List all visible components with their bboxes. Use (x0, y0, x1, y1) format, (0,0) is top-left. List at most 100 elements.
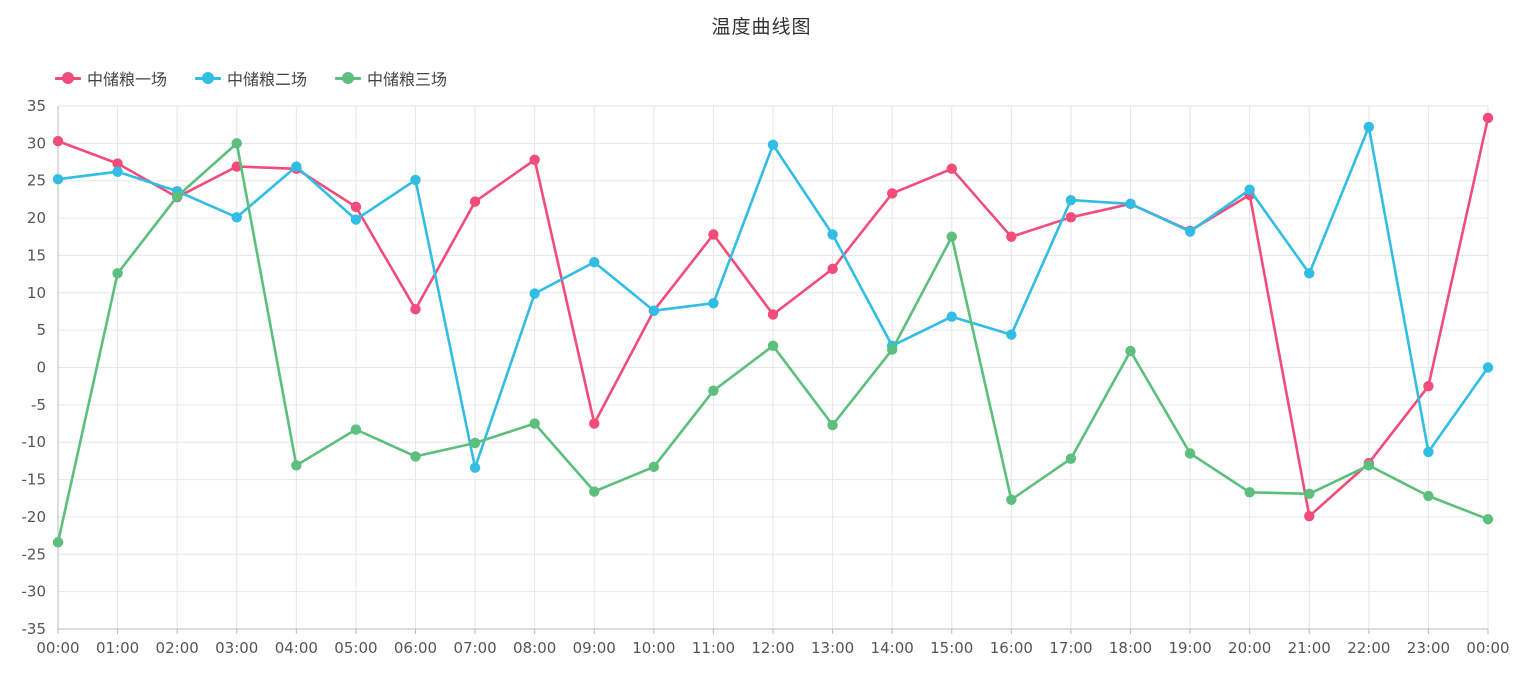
x-tick-label: 03:00 (215, 639, 258, 657)
data-point[interactable] (946, 163, 957, 174)
data-point[interactable] (1304, 488, 1315, 499)
data-point[interactable] (708, 385, 719, 396)
data-point[interactable] (708, 298, 719, 309)
data-point[interactable] (1065, 453, 1077, 464)
data-point[interactable] (1363, 121, 1375, 133)
data-point[interactable] (529, 288, 540, 299)
data-point[interactable] (708, 229, 719, 240)
data-point[interactable] (350, 214, 362, 225)
data-point[interactable] (350, 424, 362, 435)
legend-dot-1 (62, 72, 74, 84)
data-point[interactable] (529, 154, 540, 165)
legend-item-series-2[interactable]: 中储粮二场 (195, 66, 307, 90)
data-point[interactable] (1423, 380, 1434, 392)
data-point[interactable] (231, 212, 242, 223)
y-tick-label: -15 (22, 471, 47, 489)
x-tick-label: 23:00 (1407, 639, 1450, 657)
data-point[interactable] (1244, 487, 1255, 498)
y-tick-label: 35 (27, 97, 46, 115)
y-tick-label: 5 (36, 321, 46, 339)
data-point[interactable] (410, 174, 421, 186)
y-tick-label: 30 (27, 134, 46, 152)
y-tick-label: -35 (22, 620, 47, 638)
data-point[interactable] (291, 460, 302, 471)
data-point[interactable] (410, 304, 421, 315)
legend-dot-3 (342, 72, 355, 84)
y-tick-label: -10 (22, 433, 47, 451)
x-tick-label: 06:00 (394, 639, 437, 657)
data-point[interactable] (589, 256, 600, 268)
data-point[interactable] (767, 139, 779, 151)
x-tick-label: 00:00 (1466, 639, 1509, 657)
x-tick-label: 22:00 (1347, 639, 1390, 657)
data-point[interactable] (1423, 490, 1434, 502)
data-point[interactable] (946, 231, 957, 242)
data-point[interactable] (1482, 362, 1494, 373)
data-point[interactable] (52, 174, 64, 185)
x-tick-label: 14:00 (871, 639, 914, 657)
data-point[interactable] (1125, 198, 1136, 210)
data-point[interactable] (1482, 513, 1494, 525)
data-point[interactable] (171, 191, 183, 202)
data-point[interactable] (886, 344, 898, 355)
data-point[interactable] (589, 486, 600, 497)
data-point[interactable] (827, 419, 838, 431)
data-point[interactable] (648, 461, 660, 473)
x-tick-label: 12:00 (751, 639, 794, 657)
data-point[interactable] (529, 418, 540, 429)
x-tick-label: 15:00 (930, 639, 973, 657)
data-point[interactable] (1006, 494, 1017, 505)
data-point[interactable] (1423, 446, 1434, 458)
x-tick-label: 11:00 (692, 639, 735, 657)
data-point[interactable] (886, 188, 898, 199)
data-point[interactable] (1006, 329, 1017, 340)
data-point[interactable] (469, 196, 481, 207)
data-point[interactable] (291, 161, 302, 172)
series-group (52, 112, 1494, 548)
legend-item-series-1[interactable]: 中储粮一场 (55, 66, 167, 90)
data-point[interactable] (410, 451, 421, 462)
data-point[interactable] (1184, 226, 1196, 237)
data-point[interactable] (1363, 460, 1375, 471)
data-point[interactable] (350, 201, 362, 213)
legend-dot-2 (202, 72, 215, 84)
data-point[interactable] (112, 166, 123, 177)
x-tick-label: 18:00 (1109, 639, 1152, 657)
data-point[interactable] (112, 268, 123, 279)
x-tick-label: 08:00 (513, 639, 556, 657)
data-point[interactable] (469, 437, 481, 449)
data-point[interactable] (231, 138, 242, 149)
legend-label-series-1: 中储粮一场 (87, 70, 168, 89)
data-point[interactable] (648, 305, 660, 316)
data-point[interactable] (469, 462, 481, 473)
data-point[interactable] (1065, 212, 1077, 223)
data-point[interactable] (52, 135, 64, 147)
data-point[interactable] (1244, 184, 1255, 195)
legend-label-series-2: 中储粮二场 (227, 70, 308, 89)
data-point[interactable] (1125, 345, 1136, 357)
data-point[interactable] (767, 309, 779, 320)
data-point[interactable] (827, 229, 838, 240)
y-tick-label: -25 (22, 545, 47, 563)
legend-label-series-3: 中储粮三场 (367, 70, 448, 89)
data-point[interactable] (112, 158, 123, 169)
data-point[interactable] (52, 537, 64, 548)
data-point[interactable] (827, 263, 838, 275)
y-tick-label: 0 (36, 359, 46, 377)
data-point[interactable] (1304, 268, 1315, 279)
legend-item-series-3[interactable]: 中储粮三场 (335, 66, 447, 90)
x-tick-label: 04:00 (275, 639, 318, 657)
data-point[interactable] (1482, 112, 1494, 124)
data-point[interactable] (1184, 448, 1196, 459)
data-point[interactable] (1304, 510, 1315, 522)
data-point[interactable] (946, 311, 957, 322)
x-tick-label: 16:00 (990, 639, 1033, 657)
series-2 (52, 121, 1494, 473)
data-point[interactable] (1065, 194, 1077, 206)
data-point[interactable] (1006, 231, 1017, 242)
data-point[interactable] (589, 418, 600, 429)
x-tick-label: 01:00 (96, 639, 139, 657)
legend-swatch-series-1 (55, 71, 81, 85)
data-point[interactable] (767, 340, 779, 352)
